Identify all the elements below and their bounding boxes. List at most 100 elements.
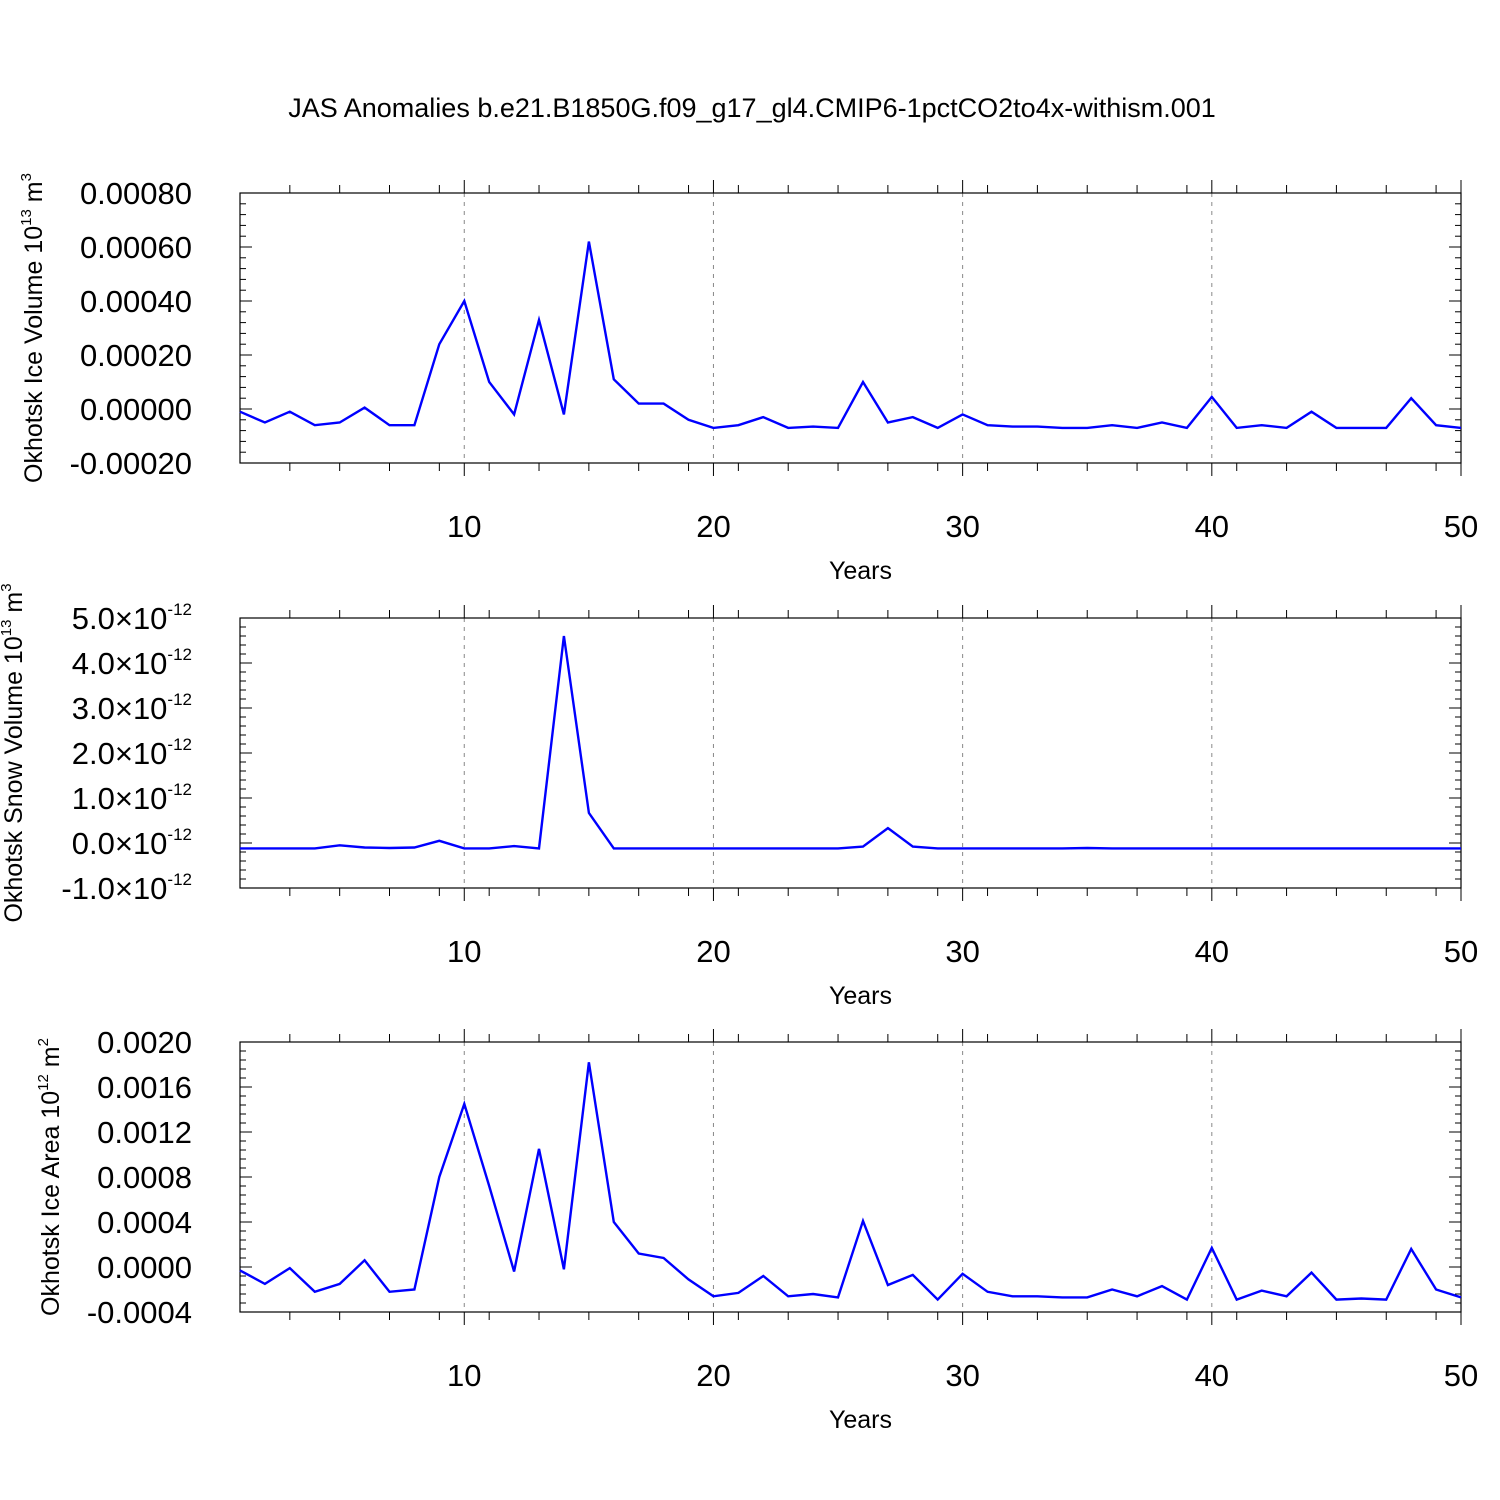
data-point: [289, 1267, 291, 1269]
data-point: [388, 424, 390, 426]
data-point: [438, 1176, 440, 1178]
data-point: [687, 1278, 689, 1280]
x-tick-label: 40: [1195, 934, 1229, 969]
data-point: [961, 847, 963, 849]
y-tick-label: 5.0×10-12: [72, 600, 192, 636]
data-point: [438, 343, 440, 345]
data-point: [363, 846, 365, 848]
data-point: [463, 1103, 465, 1105]
data-point: [1310, 411, 1312, 413]
plot-frame: [239, 1041, 1462, 1313]
data-point: [363, 406, 365, 408]
data-point: [363, 1259, 365, 1261]
data-point: [662, 402, 664, 404]
data-point: [1260, 424, 1262, 426]
x-tick-label: 20: [696, 1358, 730, 1393]
data-point: [837, 1296, 839, 1298]
data-point: [413, 424, 415, 426]
x-tick-label: 30: [945, 1358, 979, 1393]
y-tick-label: 0.00060: [80, 230, 192, 265]
data-point: [613, 1221, 615, 1223]
data-point: [513, 413, 515, 415]
data-point: [787, 427, 789, 429]
y-tick-label: -0.00020: [70, 446, 192, 481]
data-point: [1460, 1296, 1462, 1298]
data-point: [887, 827, 889, 829]
data-point: [1011, 425, 1013, 427]
data-point: [588, 1061, 590, 1063]
y-tick-label: 1.0×10-12: [72, 780, 192, 816]
data-point: [887, 421, 889, 423]
data-point: [1161, 421, 1163, 423]
plot-frame: [239, 192, 1462, 464]
data-point: [1061, 1296, 1063, 1298]
y-tick-label: 0.00080: [80, 176, 192, 211]
data-point: [289, 411, 291, 413]
data-point: [637, 1252, 639, 1254]
y-tick-label: 0.0020: [97, 1025, 192, 1060]
data-point: [1236, 847, 1238, 849]
data-point: [687, 419, 689, 421]
y-tick-label: 0.0×10-12: [72, 825, 192, 861]
data-point: [1186, 847, 1188, 849]
x-tick-label: 20: [696, 509, 730, 544]
x-tick-label: 10: [447, 934, 481, 969]
data-point: [563, 1268, 565, 1270]
y-axis-label: Okhotsk Snow Volume 1013 m3: [0, 583, 28, 922]
data-point: [986, 424, 988, 426]
data-point: [937, 1298, 939, 1300]
data-point: [513, 1270, 515, 1272]
data-point: [264, 421, 266, 423]
data-point: [961, 413, 963, 415]
data-point: [538, 319, 540, 321]
data-point: [737, 847, 739, 849]
panel-2: 10 20 30 40 50 -1.0×10-12 0.0×10-12 1.0×10-12 2.…: [0, 583, 1478, 1010]
y-axis-label: Okhotsk Ice Area 1012 m2: [35, 1038, 65, 1316]
data-point: [1260, 847, 1262, 849]
y-tick-label: 0.0008: [97, 1160, 192, 1195]
y-tick-label: 0.00020: [80, 338, 192, 373]
x-tick-label: 40: [1195, 509, 1229, 544]
data-point: [1335, 1298, 1337, 1300]
data-point: [488, 381, 490, 383]
data-point: [413, 846, 415, 848]
x-tick-label: 30: [945, 509, 979, 544]
data-point: [887, 1284, 889, 1286]
data-point: [937, 427, 939, 429]
data-point: [239, 847, 241, 849]
data-point: [1161, 1285, 1163, 1287]
y-tick-label: 0.0016: [97, 1070, 192, 1105]
x-tick-label: 50: [1444, 1358, 1478, 1393]
data-point: [314, 847, 316, 849]
data-point: [1285, 1295, 1287, 1297]
data-point: [388, 1291, 390, 1293]
data-point: [712, 427, 714, 429]
x-tick-label: 50: [1444, 509, 1478, 544]
data-point: [1211, 1247, 1213, 1249]
data-point: [837, 427, 839, 429]
data-point: [812, 1293, 814, 1295]
data-point: [488, 847, 490, 849]
data-point: [1360, 1297, 1362, 1299]
series-line: [240, 635, 1461, 850]
data-point: [787, 1295, 789, 1297]
data-point: [463, 847, 465, 849]
y-tick-label: 2.0×10-12: [72, 735, 192, 771]
data-point: [1410, 1248, 1412, 1250]
data-point: [1310, 847, 1312, 849]
data-point: [1111, 1288, 1113, 1290]
data-point: [1036, 1295, 1038, 1297]
x-axis-label: Years: [829, 557, 892, 585]
data-point: [912, 416, 914, 418]
data-point: [488, 1185, 490, 1187]
data-point: [239, 411, 241, 413]
data-point: [1435, 424, 1437, 426]
data-point: [1111, 424, 1113, 426]
data-point: [1036, 847, 1038, 849]
x-tick-label: 10: [447, 509, 481, 544]
y-tick-label: 0.00040: [80, 284, 192, 319]
data-point: [388, 847, 390, 849]
data-point: [1335, 847, 1337, 849]
data-point: [862, 1220, 864, 1222]
